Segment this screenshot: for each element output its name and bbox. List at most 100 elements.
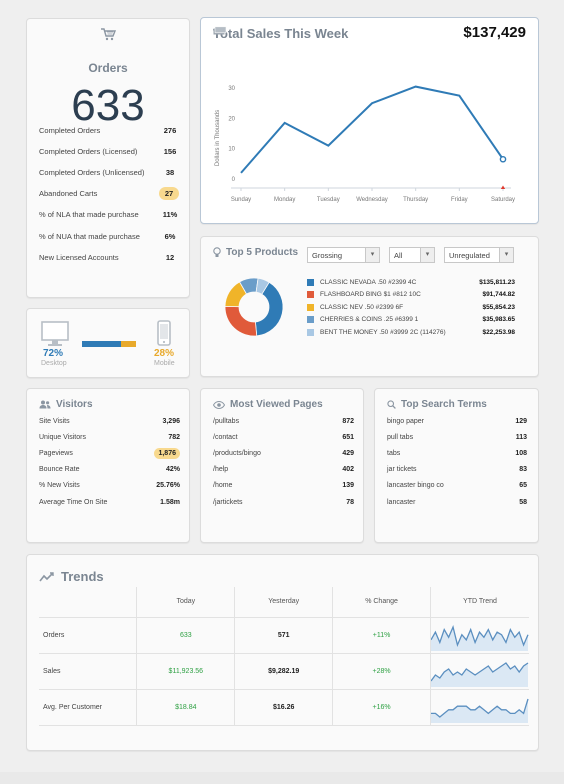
product-value: $55,854.23 bbox=[482, 303, 515, 311]
trend-sparkline-cell bbox=[429, 617, 529, 654]
x-tick-label: Tuesday bbox=[317, 197, 340, 203]
top-products-title: Top 5 Products bbox=[226, 247, 299, 258]
visitors-list-row[interactable]: Pageviews 1,876 bbox=[39, 446, 180, 460]
search-list-row[interactable]: jar tickets 83 bbox=[387, 463, 527, 477]
mobile-percent: 28% bbox=[154, 348, 175, 359]
y-axis-label: Dollars in Thousands bbox=[215, 110, 221, 166]
product-color-swatch bbox=[307, 303, 314, 311]
regulation-dropdown-value: Unregulated bbox=[449, 251, 490, 260]
regulation-dropdown[interactable]: Unregulated ▾ bbox=[444, 247, 514, 263]
eye-icon bbox=[213, 400, 225, 409]
orders-card: Orders 633 Completed Orders 276 Completed … bbox=[26, 18, 190, 298]
visitors-list-row[interactable]: Unique Visitors 782 bbox=[39, 430, 180, 444]
visitors-row-value: 3,296 bbox=[162, 417, 180, 425]
category-dropdown[interactable]: All ▾ bbox=[389, 247, 435, 263]
product-color-swatch bbox=[307, 278, 314, 286]
trend-today-value: $11,923.56 bbox=[136, 653, 235, 690]
orders-stat-value: 156 bbox=[163, 146, 177, 156]
trends-col-label bbox=[39, 587, 137, 618]
sales-card: Total Sales This Week $137,429 Dollars i… bbox=[200, 17, 539, 224]
desktop-icon bbox=[41, 321, 69, 346]
search-icon bbox=[387, 400, 396, 409]
search-row-value: 129 bbox=[515, 417, 527, 425]
product-row[interactable]: CLASSIC NEVADA .50 #2399 4C $135,811.23 bbox=[307, 276, 515, 288]
top-products-card: Top 5 Products Grossing ▾ All ▾ Unregula… bbox=[200, 236, 539, 377]
product-value: $35,983.65 bbox=[482, 316, 515, 324]
trends-header-row: Today Yesterday % Change YTD Trend bbox=[39, 587, 529, 618]
product-row[interactable]: CLASSIC NEV .50 #2399 6F $55,854.23 bbox=[307, 301, 515, 313]
pages-title: Most Viewed Pages bbox=[230, 399, 323, 410]
x-tick-label: Friday bbox=[451, 197, 468, 203]
products-donut-chart bbox=[224, 277, 284, 337]
pages-list-row[interactable]: /pulltabs 872 bbox=[213, 414, 354, 428]
visitors-row-label: % New Visits bbox=[39, 482, 80, 490]
money-icon bbox=[213, 26, 227, 35]
pages-row-label: /jartickets bbox=[213, 498, 243, 506]
search-row-value: 113 bbox=[515, 433, 527, 441]
trend-sparkline-cell bbox=[429, 653, 529, 690]
y-tick-label: 20 bbox=[228, 116, 235, 122]
pages-list-row[interactable]: /home 139 bbox=[213, 479, 354, 493]
sales-header: Total Sales This Week bbox=[213, 26, 348, 41]
search-header: Top Search Terms bbox=[387, 399, 487, 410]
trends-row: Orders 633 571 +11% bbox=[39, 617, 529, 654]
product-row[interactable]: BENT THE MONEY .50 #3999 2C (114276) $22,… bbox=[307, 326, 515, 338]
cart-icon bbox=[27, 27, 189, 43]
search-row-label: lancaster bbox=[387, 498, 416, 506]
top-products-header: Top 5 Products bbox=[213, 247, 298, 258]
product-row[interactable]: FLASHBOARD BING $1 #812 10C $91,744.82 bbox=[307, 289, 515, 301]
y-tick-label: 30 bbox=[228, 86, 235, 92]
donut-slice[interactable] bbox=[254, 281, 284, 337]
most-viewed-pages-card: Most Viewed Pages /pulltabs 872/contact 65… bbox=[200, 388, 364, 543]
grossing-dropdown[interactable]: Grossing ▾ bbox=[307, 247, 380, 263]
search-list-row[interactable]: lancaster bingo co 65 bbox=[387, 479, 527, 493]
search-list-row[interactable]: pull tabs 113 bbox=[387, 430, 527, 444]
search-list-row[interactable]: lancaster 58 bbox=[387, 495, 527, 509]
trend-metric-label: Sales bbox=[39, 653, 137, 690]
visitors-row-value: 1.58m bbox=[160, 498, 180, 506]
pages-list-row[interactable]: /products/bingo 429 bbox=[213, 446, 354, 460]
pages-row-label: /pulltabs bbox=[213, 417, 240, 425]
search-list-row[interactable]: bingo paper 129 bbox=[387, 414, 527, 428]
orders-stat-row: Completed Orders (Licensed) 156 bbox=[39, 143, 179, 159]
pages-row-value: 872 bbox=[342, 417, 354, 425]
search-title: Top Search Terms bbox=[401, 399, 487, 410]
ytd-sparkline bbox=[430, 624, 529, 651]
orders-stat-label: % of NUA that made purchase bbox=[39, 231, 140, 241]
top-search-terms-card: Top Search Terms bingo paper 129 pull tabs… bbox=[374, 388, 539, 543]
trend-change-value: +28% bbox=[332, 653, 431, 690]
visitors-row-value: 42% bbox=[165, 466, 180, 474]
sparkline-area bbox=[430, 626, 528, 651]
pages-row-value: 651 bbox=[342, 433, 354, 441]
trend-yesterday-value: 571 bbox=[234, 617, 333, 654]
visitors-title: Visitors bbox=[56, 399, 93, 410]
product-row[interactable]: CHERRIES & COINS .25 #6399 1 $35,983.65 bbox=[307, 314, 515, 326]
orders-stat-value: 38 bbox=[165, 167, 175, 177]
visitors-row-label: Site Visits bbox=[39, 417, 70, 425]
product-name: CLASSIC NEVADA .50 #2399 4C bbox=[320, 278, 417, 286]
orders-count: 633 bbox=[71, 81, 145, 130]
orders-stat-row: New Licensed Accounts 12 bbox=[39, 249, 179, 265]
trend-metric-label: Orders bbox=[39, 617, 137, 654]
search-list-row[interactable]: tabs 108 bbox=[387, 446, 527, 460]
pages-list-row[interactable]: /contact 651 bbox=[213, 430, 354, 444]
pages-list-row[interactable]: /help 402 bbox=[213, 463, 354, 477]
visitors-list-row[interactable]: % New Visits 25.76% bbox=[39, 479, 180, 493]
orders-stat-value: 6% bbox=[164, 231, 176, 241]
visitors-list-row[interactable]: Site Visits 3,296 bbox=[39, 414, 180, 428]
grossing-dropdown-value: Grossing bbox=[312, 251, 343, 260]
donut-slice[interactable] bbox=[224, 305, 258, 337]
orders-stat-value: 12 bbox=[165, 252, 175, 262]
y-tick-label: 0 bbox=[232, 177, 236, 183]
orders-stat-row: Abandoned Carts 27 bbox=[39, 186, 179, 202]
mobile-icon bbox=[157, 320, 171, 346]
visitors-list-row[interactable]: Average Time On Site 1.58m bbox=[39, 495, 180, 509]
orders-stat-value: 276 bbox=[163, 125, 177, 135]
pages-list-row[interactable]: /jartickets 78 bbox=[213, 495, 354, 509]
chevron-down-icon: ▾ bbox=[365, 248, 379, 262]
donut-slice[interactable] bbox=[255, 277, 270, 295]
device-split-card: 72% Desktop 28% Mobile bbox=[26, 308, 190, 378]
visitors-list-row[interactable]: Bounce Rate 42% bbox=[39, 463, 180, 477]
sales-line-chart: Dollars in Thousands 0 10 20 30 Sunday Monday T… bbox=[215, 85, 515, 203]
current-day-point[interactable] bbox=[499, 155, 507, 163]
